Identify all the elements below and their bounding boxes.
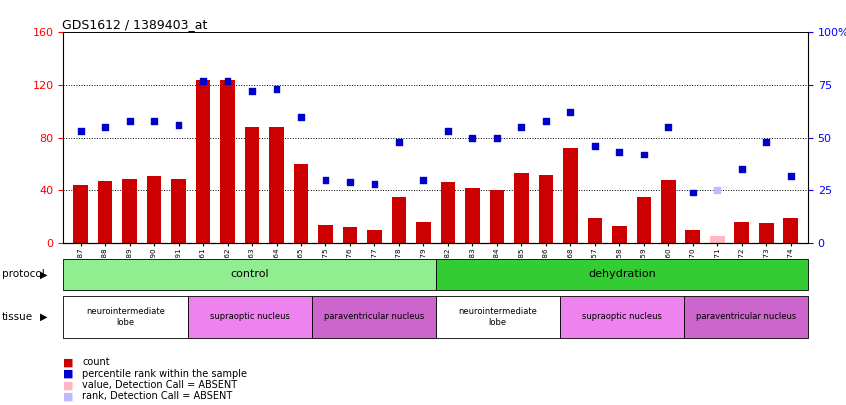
Point: [613, 149, 626, 156]
Text: ■: ■: [63, 369, 74, 379]
Bar: [122, 179, 137, 243]
Point: [662, 124, 675, 130]
Bar: [343, 227, 357, 243]
Bar: [490, 190, 504, 243]
Bar: [220, 80, 235, 243]
Bar: [539, 175, 553, 243]
Point: [490, 134, 503, 141]
Point: [270, 86, 283, 92]
Bar: [171, 179, 186, 243]
Bar: [563, 148, 578, 243]
Bar: [195, 80, 211, 243]
Bar: [710, 237, 725, 243]
Point: [784, 173, 798, 179]
Text: neurointermediate
lobe: neurointermediate lobe: [459, 307, 537, 326]
Text: tissue: tissue: [2, 312, 33, 322]
Bar: [294, 164, 308, 243]
Bar: [684, 296, 808, 338]
Point: [465, 134, 479, 141]
Bar: [612, 226, 627, 243]
Bar: [759, 223, 773, 243]
Bar: [74, 185, 88, 243]
Point: [735, 166, 749, 173]
Text: rank, Detection Call = ABSENT: rank, Detection Call = ABSENT: [82, 392, 233, 401]
Point: [417, 177, 431, 183]
Bar: [244, 127, 260, 243]
Bar: [587, 218, 602, 243]
Text: ▶: ▶: [41, 312, 47, 322]
Bar: [367, 230, 382, 243]
Bar: [63, 259, 436, 290]
Point: [588, 143, 602, 149]
Point: [147, 117, 161, 124]
Bar: [436, 259, 808, 290]
Text: value, Detection Call = ABSENT: value, Detection Call = ABSENT: [82, 380, 237, 390]
Point: [245, 88, 259, 95]
Point: [637, 151, 651, 158]
Bar: [311, 296, 436, 338]
Text: percentile rank within the sample: percentile rank within the sample: [82, 369, 247, 379]
Bar: [685, 230, 700, 243]
Text: ■: ■: [63, 392, 74, 401]
Point: [123, 117, 136, 124]
Point: [760, 139, 773, 145]
Point: [393, 139, 406, 145]
Text: paraventricular nucleus: paraventricular nucleus: [695, 312, 796, 322]
Point: [319, 177, 332, 183]
Bar: [734, 222, 750, 243]
Bar: [63, 296, 188, 338]
Bar: [661, 180, 676, 243]
Point: [98, 124, 112, 130]
Bar: [146, 176, 162, 243]
Point: [514, 124, 528, 130]
Text: neurointermediate
lobe: neurointermediate lobe: [86, 307, 165, 326]
Point: [368, 181, 382, 187]
Text: dehydration: dehydration: [588, 269, 656, 279]
Bar: [560, 296, 684, 338]
Text: paraventricular nucleus: paraventricular nucleus: [323, 312, 424, 322]
Bar: [318, 224, 332, 243]
Point: [172, 122, 185, 128]
Point: [196, 78, 210, 84]
Bar: [188, 296, 311, 338]
Point: [686, 189, 700, 196]
Bar: [441, 182, 455, 243]
Point: [294, 113, 308, 120]
Text: ■: ■: [63, 380, 74, 390]
Point: [563, 109, 577, 116]
Point: [539, 117, 552, 124]
Bar: [269, 127, 284, 243]
Text: ■: ■: [63, 358, 74, 367]
Bar: [636, 197, 651, 243]
Text: control: control: [230, 269, 269, 279]
Text: protocol: protocol: [2, 269, 45, 279]
Point: [343, 179, 357, 185]
Text: GDS1612 / 1389403_at: GDS1612 / 1389403_at: [62, 18, 207, 31]
Point: [711, 187, 724, 194]
Text: supraoptic nucleus: supraoptic nucleus: [210, 312, 289, 322]
Bar: [514, 173, 529, 243]
Bar: [465, 188, 480, 243]
Bar: [98, 181, 113, 243]
Text: ▶: ▶: [41, 269, 47, 279]
Point: [221, 78, 234, 84]
Point: [441, 128, 454, 134]
Text: count: count: [82, 358, 110, 367]
Bar: [416, 222, 431, 243]
Text: supraoptic nucleus: supraoptic nucleus: [582, 312, 662, 322]
Point: [74, 128, 87, 134]
Bar: [392, 197, 406, 243]
Bar: [436, 296, 560, 338]
Bar: [783, 218, 798, 243]
